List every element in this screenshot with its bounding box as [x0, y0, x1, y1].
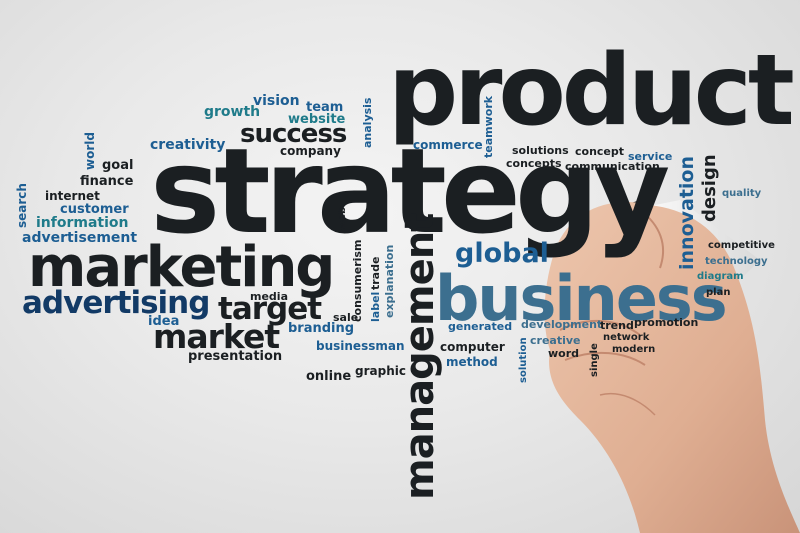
word-web: web [337, 206, 348, 230]
word-internet: internet [45, 189, 100, 203]
word-promotion: promotion [634, 316, 699, 329]
word-consumerism: consumerism [351, 239, 364, 322]
word-management: management [397, 213, 443, 500]
word-label: label [369, 291, 382, 322]
word-service: service [628, 150, 673, 163]
word-finance: finance [80, 174, 134, 189]
word-marketing: marketing [28, 235, 335, 300]
word-innovation: innovation [676, 156, 698, 270]
word-generated: generated [448, 320, 513, 333]
word-modern: modern [612, 344, 656, 355]
word-technology: technology [705, 256, 768, 267]
word-single: single [589, 343, 600, 377]
word-solution: solution [518, 337, 529, 383]
word-teamwork: teamwork [482, 95, 495, 158]
hand-shape [544, 202, 800, 533]
word-concept: concept [575, 145, 625, 158]
word-competitive: competitive [708, 240, 775, 251]
word-success: success [240, 119, 347, 149]
word-development: development [521, 318, 603, 331]
word-world: world [83, 132, 97, 170]
word-analysis: analysis [361, 97, 374, 148]
word-plan: plan [706, 287, 731, 298]
word-target: target [218, 291, 322, 327]
word-commerce: commerce [413, 138, 483, 152]
word-computer: computer [440, 340, 505, 354]
word-sale: sale [333, 311, 359, 324]
word-trade: trade [369, 256, 382, 290]
word-customer: customer [60, 202, 129, 217]
word-businessman: businessman [316, 339, 405, 353]
word-branding: branding [288, 321, 355, 336]
word-product: product [388, 34, 795, 148]
word-business: business [435, 262, 728, 335]
word-idea: idea [148, 314, 180, 329]
word-word: word [548, 347, 580, 360]
word-communication: communication [565, 160, 660, 173]
word-growth: growth [204, 104, 261, 120]
word-network: network [603, 332, 650, 343]
word-advertisement: advertisement [22, 230, 138, 246]
word-creativity: creativity [150, 137, 226, 153]
word-global: global [455, 238, 549, 269]
word-online: online [306, 369, 352, 384]
word-concepts: concepts [506, 157, 562, 170]
word-quality: quality [722, 188, 762, 199]
word-presentation: presentation [188, 349, 283, 364]
word-website: website [288, 112, 346, 127]
word-creative: creative [530, 334, 581, 347]
word-solutions: solutions [512, 144, 569, 157]
word-advertising: advertising [22, 285, 210, 321]
word-media: media [250, 290, 288, 303]
word-search: search [15, 183, 29, 228]
word-vision: vision [253, 93, 300, 109]
word-explanation: explanation [383, 244, 396, 318]
word-information: information [36, 215, 129, 231]
word-team: team [306, 100, 344, 115]
word-method: method [446, 355, 498, 369]
word-graphic: graphic [355, 364, 406, 378]
word-company: company [280, 144, 341, 158]
word-diagram: diagram [697, 271, 744, 282]
word-market: market [153, 317, 280, 356]
word-design: design [699, 154, 720, 222]
word-goal: goal [102, 158, 134, 173]
word-strategy: strategy [150, 122, 670, 260]
word-trend: trend [600, 319, 634, 332]
